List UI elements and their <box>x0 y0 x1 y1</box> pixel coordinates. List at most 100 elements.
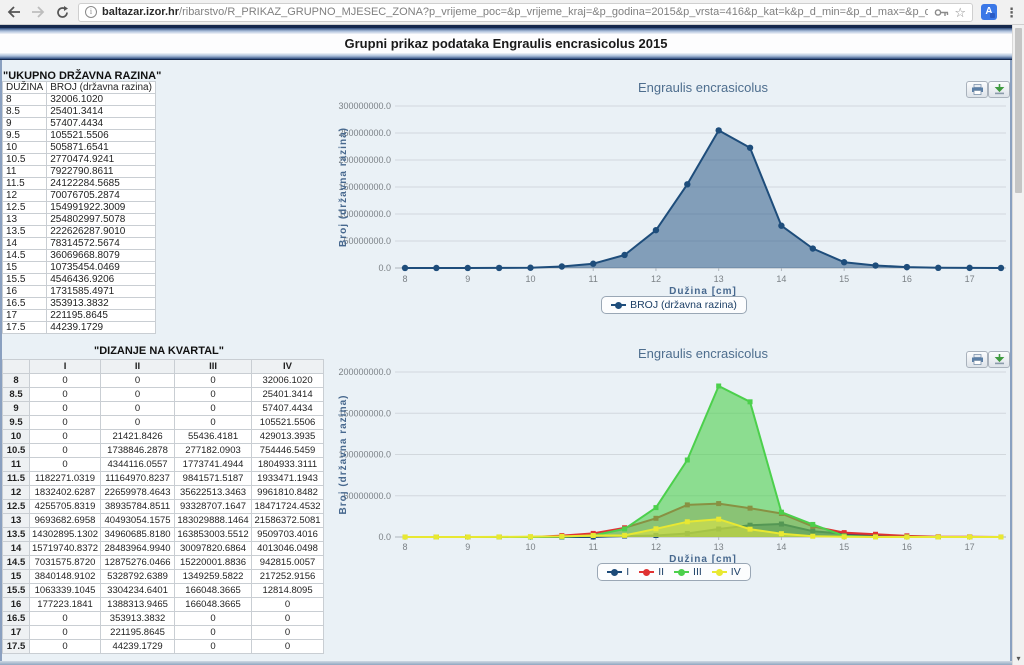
data-point[interactable] <box>873 534 878 539</box>
cell-value: 57407.4434 <box>47 118 156 130</box>
data-point[interactable] <box>966 265 972 271</box>
cell-value: 0 <box>30 388 101 402</box>
browser-toolbar: i baltazar.izor.hr/ribarstvo/R_PRIKAZ_GR… <box>0 0 1024 25</box>
row-label: 16 <box>3 286 47 298</box>
cell-value: 0 <box>101 416 175 430</box>
x-tick-label: 8 <box>403 274 408 284</box>
bookmark-star-icon[interactable]: ☆ <box>954 6 966 19</box>
data-point[interactable] <box>684 181 690 187</box>
data-point[interactable] <box>622 526 627 531</box>
data-point[interactable] <box>872 262 878 268</box>
forward-icon[interactable] <box>30 5 46 19</box>
print-chart-button[interactable] <box>966 81 988 98</box>
password-key-icon[interactable] <box>933 5 949 19</box>
data-point[interactable] <box>559 263 565 269</box>
data-point[interactable] <box>716 384 721 389</box>
data-point[interactable] <box>402 265 408 271</box>
row-label: 15 <box>3 570 30 584</box>
data-point[interactable] <box>967 535 972 540</box>
data-point[interactable] <box>810 534 815 539</box>
legend-marker-icon <box>611 302 626 309</box>
data-point[interactable] <box>591 533 596 538</box>
column-header: III <box>175 360 252 374</box>
data-point[interactable] <box>841 259 847 265</box>
cell-value: 1738846.2878 <box>101 444 175 458</box>
data-point[interactable] <box>747 145 753 151</box>
data-point[interactable] <box>590 261 596 267</box>
page-info-icon[interactable]: i <box>85 6 97 18</box>
x-tick-label: 15 <box>839 274 849 284</box>
browser-menu-icon[interactable]: ⋮ <box>1005 6 1018 19</box>
data-point[interactable] <box>685 519 690 524</box>
cell-value: 55436.4181 <box>175 430 252 444</box>
kvartal-table-title: "DIZANJE NA KVARTAL" <box>0 345 318 357</box>
data-point[interactable] <box>527 265 533 271</box>
legend-item[interactable]: I <box>607 566 629 578</box>
row-label: 17.5 <box>3 640 30 654</box>
data-point[interactable] <box>778 223 784 229</box>
page-left-border <box>0 58 2 665</box>
translate-extension-icon[interactable]: A <box>981 4 997 20</box>
data-point[interactable] <box>810 522 815 527</box>
data-point[interactable] <box>559 534 564 539</box>
export-chart-button[interactable] <box>988 81 1010 98</box>
data-point[interactable] <box>621 252 627 258</box>
table-row: 170221195.864500 <box>3 626 324 640</box>
legend-item[interactable]: IV <box>712 566 741 578</box>
data-point[interactable] <box>904 535 909 540</box>
data-point[interactable] <box>528 534 533 539</box>
data-point[interactable] <box>496 265 502 271</box>
data-point[interactable] <box>748 399 753 404</box>
data-point[interactable] <box>904 264 910 270</box>
cell-value: 57407.4434 <box>252 402 324 416</box>
cell-value: 0 <box>175 374 252 388</box>
legend-item[interactable]: II <box>639 566 664 578</box>
data-point[interactable] <box>653 227 659 233</box>
reload-icon[interactable] <box>54 5 70 19</box>
data-point[interactable] <box>998 535 1003 540</box>
data-point[interactable] <box>497 534 502 539</box>
cell-value: 4013046.0498 <box>252 542 324 556</box>
data-point[interactable] <box>434 534 439 539</box>
cell-value: 221195.8645 <box>47 310 156 322</box>
cell-value: 11164970.8237 <box>101 472 175 486</box>
data-point[interactable] <box>998 265 1004 271</box>
ukupno-table: DUŽINABROJ (državna razina)832006.10208.… <box>2 81 156 334</box>
legend-marker-icon <box>712 569 727 576</box>
data-point[interactable] <box>779 531 784 536</box>
cell-value: 22659978.4643 <box>101 486 175 500</box>
export-chart-button[interactable] <box>988 351 1010 368</box>
data-point[interactable] <box>842 534 847 539</box>
data-point[interactable] <box>716 517 721 522</box>
table-row: 16177223.18411388313.9465166048.36650 <box>3 598 324 612</box>
scrollbar-thumb[interactable] <box>1015 28 1022 193</box>
data-point[interactable] <box>935 265 941 271</box>
data-point[interactable] <box>403 534 408 539</box>
data-point[interactable] <box>685 458 690 463</box>
y-tick-label: 200000000.0 <box>338 367 391 377</box>
data-point[interactable] <box>779 510 784 515</box>
legend-item[interactable]: III <box>674 566 702 578</box>
cell-value: 105521.5506 <box>47 130 156 142</box>
data-point[interactable] <box>715 127 721 133</box>
print-chart-button[interactable] <box>966 351 988 368</box>
table-row: 10.501738846.2878277182.0903754446.5459 <box>3 444 324 458</box>
vertical-scrollbar[interactable]: ▾ <box>1012 25 1024 665</box>
data-point[interactable] <box>465 265 471 271</box>
table-row: 13254802997.5078 <box>3 214 156 226</box>
scroll-down-icon[interactable]: ▾ <box>1013 654 1024 663</box>
table-row: 161731585.4971 <box>3 286 156 298</box>
table-row: 8.500025401.3414 <box>3 388 324 402</box>
cell-value: 0 <box>101 374 175 388</box>
address-bar[interactable]: i baltazar.izor.hr/ribarstvo/R_PRIKAZ_GR… <box>78 3 973 22</box>
data-point[interactable] <box>433 265 439 271</box>
data-point[interactable] <box>810 245 816 251</box>
data-point[interactable] <box>653 505 658 510</box>
data-point[interactable] <box>622 533 627 538</box>
data-point[interactable] <box>748 527 753 532</box>
back-icon[interactable] <box>6 5 22 19</box>
data-point[interactable] <box>465 534 470 539</box>
data-point[interactable] <box>936 535 941 540</box>
data-point[interactable] <box>653 526 658 531</box>
legend-item[interactable]: BROJ (državna razina) <box>611 299 737 311</box>
